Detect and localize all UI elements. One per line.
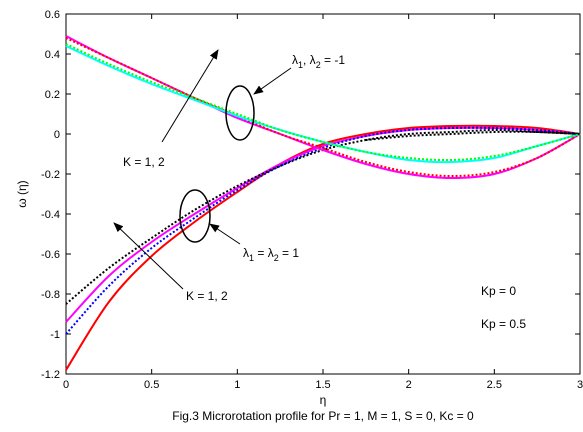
lambda-bottom-label: λ1 = λ2 = 1 (243, 246, 299, 263)
y-tick-label: -1.2 (41, 369, 60, 381)
x-axis-label: η (320, 393, 327, 407)
x-tick-label: 2.5 (487, 379, 502, 391)
k-top-label: K = 1, 2 (123, 155, 165, 169)
y-axis-label: ω (η) (15, 180, 29, 207)
kp-0-label: Kp = 0 (481, 284, 516, 298)
ellipse-top (225, 85, 255, 141)
x-tick-label: 0 (63, 379, 69, 391)
ticks: 0 0.5 1 1.5 2 2.5 3 -1.2 -1 -0.8 -0.6 -0.4 -0.2 0 0.2 0… (41, 9, 583, 391)
plot-area (65, 13, 581, 375)
x-tick-label: 2 (406, 379, 412, 391)
k-bottom-label: K = 1, 2 (186, 289, 228, 303)
figure-caption: Fig.3 Microrotation profile for Pr = 1, … (172, 409, 474, 423)
kp-05-label: Kp = 0.5 (481, 317, 526, 331)
series-line-3 (65, 126, 581, 335)
y-tick-label: 0 (54, 129, 60, 141)
arrow-lambda-top (253, 67, 292, 95)
arrow-lambda-bottom (209, 223, 241, 245)
series-line-2 (65, 126, 581, 323)
series-line-1 (65, 124, 581, 371)
arrow-k-top (161, 49, 219, 143)
x-tick-label: 1 (234, 379, 240, 391)
series-group (65, 35, 581, 371)
ellipse-bottom (179, 189, 211, 243)
y-tick-label: 0.4 (45, 49, 60, 61)
y-tick-label: 0.6 (45, 9, 60, 21)
y-tick-label: 0.2 (45, 89, 60, 101)
series-line-7 (65, 45, 581, 164)
x-tick-label: 3 (577, 379, 583, 391)
arrow-k-bottom (113, 222, 184, 290)
x-tick-label: 0.5 (144, 379, 159, 391)
x-tick-label: 1.5 (315, 379, 330, 391)
y-tick-label: -0.6 (41, 249, 60, 261)
lambda-top-label: λ1, λ2 = -1 (292, 53, 345, 70)
y-tick-label: -0.4 (41, 209, 60, 221)
y-tick-label: -0.2 (41, 169, 60, 181)
y-tick-label: -1 (50, 329, 60, 341)
annotations: λ1, λ2 = -1 K = 1, 2 λ1 = λ2 = 1 K = 1, … (113, 49, 526, 331)
y-tick-label: -0.8 (41, 289, 60, 301)
series-line-5 (65, 35, 581, 180)
series-line-8 (65, 43, 581, 162)
